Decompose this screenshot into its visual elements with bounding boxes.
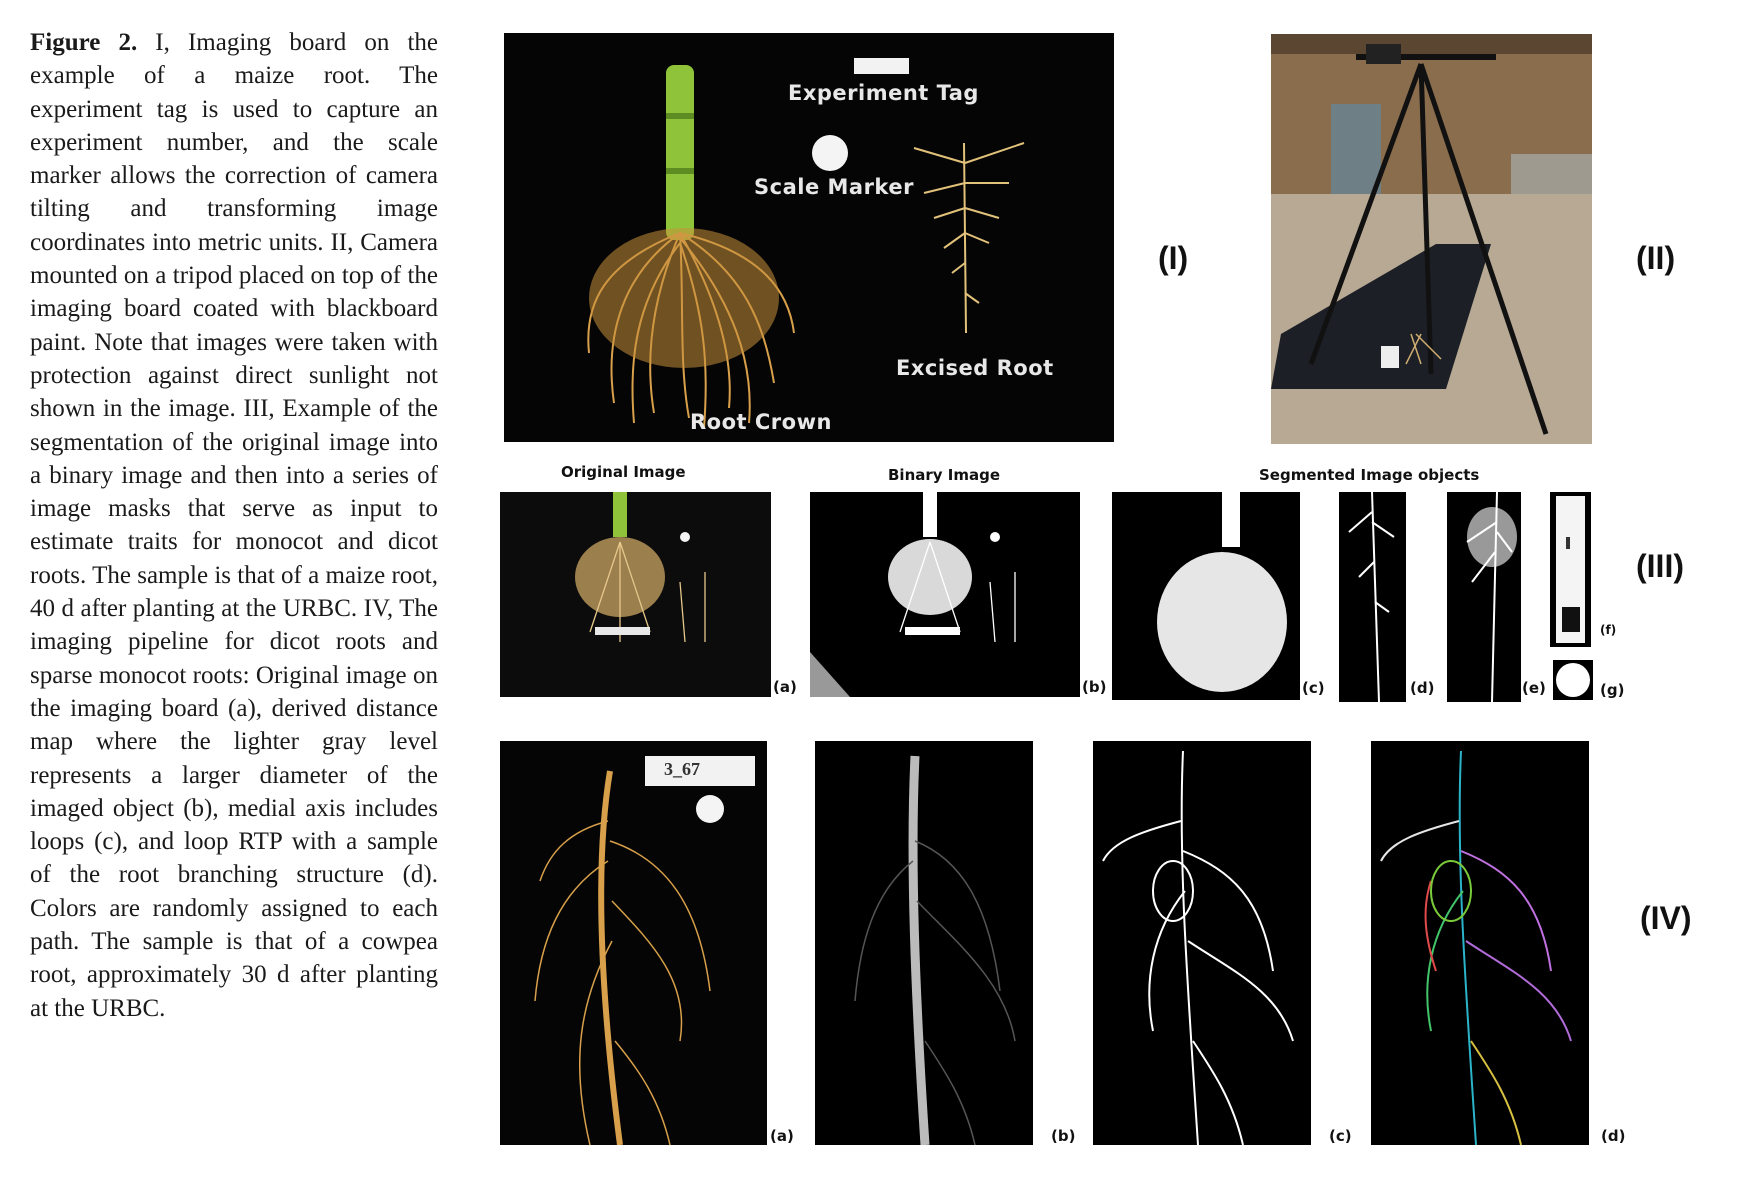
panel-iii-sub-c: (c) [1302,679,1325,697]
original-image-title: Original Image [561,463,686,481]
panel-iv-tag-text: 3_67 [664,759,700,779]
panel-iv-label: (IV) [1640,900,1692,936]
panel-iv-original: 3_67 [500,741,767,1145]
binary-image-title: Binary Image [888,466,1001,484]
panel-iv-distance-map [815,741,1033,1145]
panel-iii-binary [810,492,1080,697]
experiment-tag-label: Experiment Tag [788,81,979,105]
maize-root-board-illustration [504,33,1114,442]
panel-iii-sub-b: (b) [1082,678,1107,696]
panel-iv-loop-rtp [1371,741,1589,1145]
panel-iii-segment-f [1550,492,1591,647]
panel-iii-sub-d: (d) [1410,679,1435,697]
panel-iii-sub-a: (a) [773,678,797,696]
panel-i-label: (I) [1158,240,1189,276]
panel-iii-sub-g: (g) [1600,681,1625,699]
caption-text: I, Imaging board on the example of a mai… [30,29,438,1022]
segmented-objects-title: Segmented Image objects [1259,466,1480,484]
excised-root-label: Excised Root [896,356,1054,380]
panel-iv-sub-a: (a) [770,1127,794,1145]
panel-iii-label: (III) [1636,548,1684,584]
panel-ii-label: (II) [1636,240,1676,276]
scale-marker-label: Scale Marker [754,175,914,199]
panel-iii-segment-d [1339,492,1406,702]
panel-iii-segment-g [1553,660,1593,700]
panel-iii-sub-e: (e) [1522,679,1546,697]
panel-iii-sub-f: (f) [1600,623,1617,637]
figure-caption: Figure 2. I, Imaging board on the exampl… [30,26,438,1025]
panel-iii-segment-c [1112,492,1300,700]
root-crown-label: Root Crown [690,410,832,434]
figure-label: Figure 2. [30,29,138,56]
panel-iv-medial-axis [1093,741,1311,1145]
panel-i-image: Experiment Tag Scale Marker Excised Root… [504,33,1114,442]
tripod-photo-illustration [1271,34,1592,444]
panel-iv-sub-b: (b) [1051,1127,1076,1145]
panel-ii-image [1271,34,1592,444]
panel-iii-original [500,492,771,697]
panel-iv-sub-d: (d) [1601,1127,1626,1145]
panel-iv-sub-c: (c) [1329,1127,1352,1145]
panel-iii-segment-e [1447,492,1521,702]
